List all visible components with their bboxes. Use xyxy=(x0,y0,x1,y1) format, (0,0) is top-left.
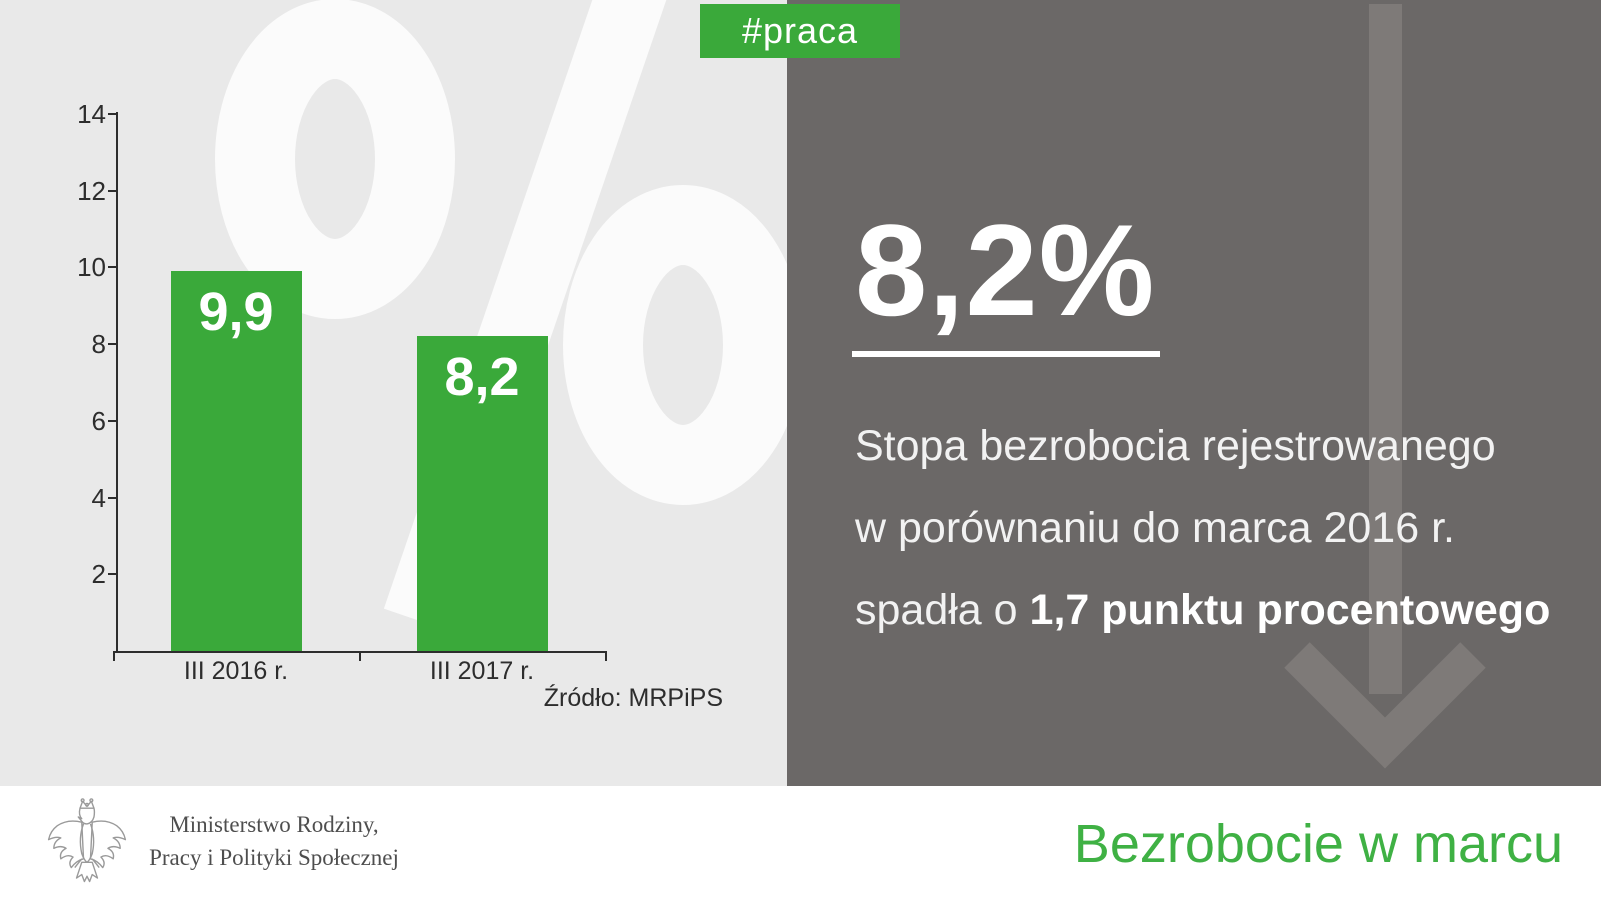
y-axis-tick-label: 2 xyxy=(91,559,106,590)
ministry-name: Ministerstwo Rodziny, Pracy i Polityki S… xyxy=(138,808,410,874)
bar-value-label: 9,9 xyxy=(198,282,274,343)
headline-underline xyxy=(852,351,1160,357)
ministry-name-line-2: Pracy i Polityki Społecznej xyxy=(149,845,399,870)
summary-line-1: Stopa bezrobocia rejestrowanego xyxy=(855,422,1496,470)
bar-chart: 2 4 6 8 10 12 14 9,9 III 2016 r. 8,2 III 2017 r. xyxy=(0,0,787,786)
x-axis-category-label: III 2017 r. xyxy=(429,657,535,685)
y-axis-tick xyxy=(108,113,117,115)
headline-value: 8,2% xyxy=(855,197,1156,343)
y-axis-tick-label: 12 xyxy=(77,175,106,206)
x-axis-category-label: III 2016 r. xyxy=(183,657,289,685)
y-axis-tick-label: 8 xyxy=(91,329,106,360)
y-axis-tick xyxy=(108,419,117,422)
bar-value-label: 8,2 xyxy=(444,347,520,408)
y-axis-tick xyxy=(108,189,117,192)
y-axis-tick-label: 14 xyxy=(77,99,106,129)
summary-line-3: spadła o 1,7 punktu procentowego xyxy=(855,569,1550,651)
polish-eagle-logo xyxy=(47,798,127,883)
bar: 9,9 xyxy=(170,271,302,651)
x-axis-tick xyxy=(605,651,607,661)
hashtag-badge: #praca xyxy=(700,4,900,58)
y-axis-tick-label: 4 xyxy=(91,482,106,513)
footer: Ministerstwo Rodziny, Pracy i Polityki S… xyxy=(0,786,1601,900)
bar: 8,2 xyxy=(416,336,548,651)
y-axis-tick-label: 6 xyxy=(91,405,106,436)
x-axis-tick xyxy=(359,651,361,661)
summary-panel: 8,2% Stopa bezrobocia rejestrowanego w p… xyxy=(787,0,1601,786)
y-axis-tick xyxy=(108,573,117,576)
summary-line-3-regular: spadła o xyxy=(855,586,1030,634)
y-axis-tick xyxy=(108,496,117,499)
y-axis-tick xyxy=(108,266,117,269)
chart-panel: 2 4 6 8 10 12 14 9,9 III 2016 r. 8,2 III 2017 r. Ź… xyxy=(0,0,787,786)
summary-text: Stopa bezrobocia rejestrowanego w porówn… xyxy=(855,405,1550,651)
x-axis-tick xyxy=(113,651,115,661)
summary-line-2: w porównaniu do marca 2016 r. xyxy=(855,504,1455,552)
y-axis-line xyxy=(116,112,118,653)
y-axis-tick xyxy=(108,343,117,346)
hashtag-badge-label: #praca xyxy=(741,10,859,51)
chart-source-label: Źródło: MRPiPS xyxy=(543,684,723,712)
summary-line-3-bold: 1,7 punktu procentowego xyxy=(1029,586,1551,634)
infographic-title: Bezrobocie w marcu xyxy=(1073,814,1563,874)
down-arrow-icon xyxy=(1284,4,1486,769)
ministry-name-line-1: Ministerstwo Rodziny, xyxy=(169,812,379,837)
y-axis-tick-label: 10 xyxy=(77,252,106,283)
